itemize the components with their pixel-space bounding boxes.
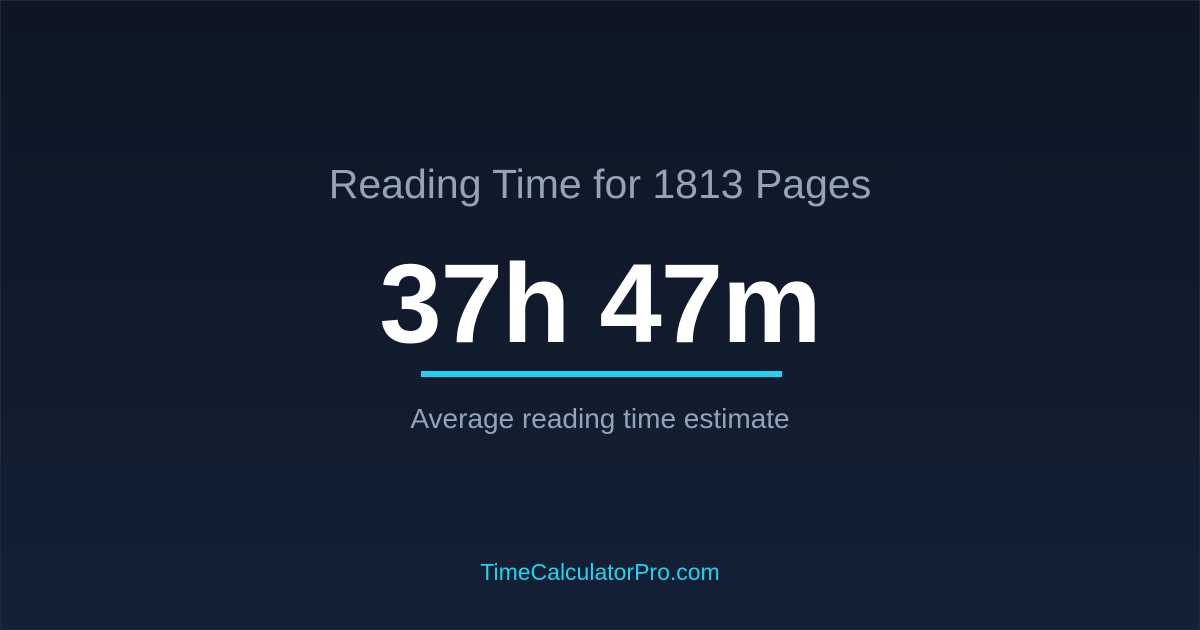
reading-time-result: 37h 47m <box>379 241 821 366</box>
page-title: Reading Time for 1813 Pages <box>328 161 872 207</box>
subtitle: Average reading time estimate <box>410 403 790 434</box>
accent-underline <box>421 371 782 377</box>
site-link[interactable]: TimeCalculatorPro.com <box>480 559 720 585</box>
